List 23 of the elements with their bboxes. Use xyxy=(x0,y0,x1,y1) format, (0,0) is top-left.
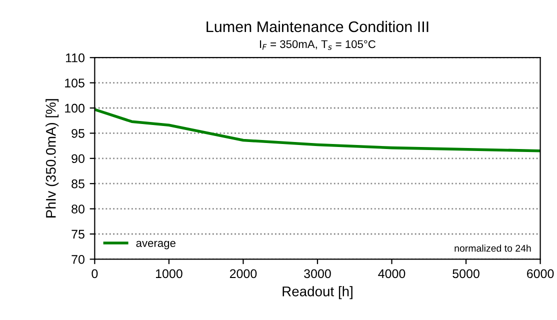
x-tick-label: 0 xyxy=(92,269,98,278)
y-tick-label: 95 xyxy=(72,129,84,138)
y-tick-label: 110 xyxy=(66,53,84,62)
x-tick-label: 1000 xyxy=(156,269,182,278)
y-tick-label: 75 xyxy=(72,230,84,239)
annotation: normalized to 24h xyxy=(454,244,531,252)
y-tick-label: 100 xyxy=(65,104,84,113)
y-tick-label: 85 xyxy=(72,179,84,188)
x-axis-title: Readout [h] xyxy=(282,286,352,300)
x-tick-label: 4000 xyxy=(378,269,406,278)
x-tick-label: 5000 xyxy=(452,269,480,278)
y-tick-label: 90 xyxy=(72,154,84,164)
y-tick-label: 105 xyxy=(65,78,84,88)
chart-subtitle: I$_{F}$ = 350mA, T$_{s}$ = 105°C xyxy=(260,40,376,50)
x-tick-label: 6000 xyxy=(527,269,554,278)
line-series xyxy=(94,108,540,152)
x-tick-label: 2000 xyxy=(230,269,257,278)
y-axis-title: PhIv (350.0mA) [%] xyxy=(46,99,59,218)
y-tick-label: 70 xyxy=(72,255,84,264)
legend-label: average xyxy=(136,240,176,250)
y-tick-label: 80 xyxy=(72,204,84,214)
chart-title: Lumen Maintenance Condition III xyxy=(206,20,428,32)
x-tick-label: 3000 xyxy=(304,269,331,278)
